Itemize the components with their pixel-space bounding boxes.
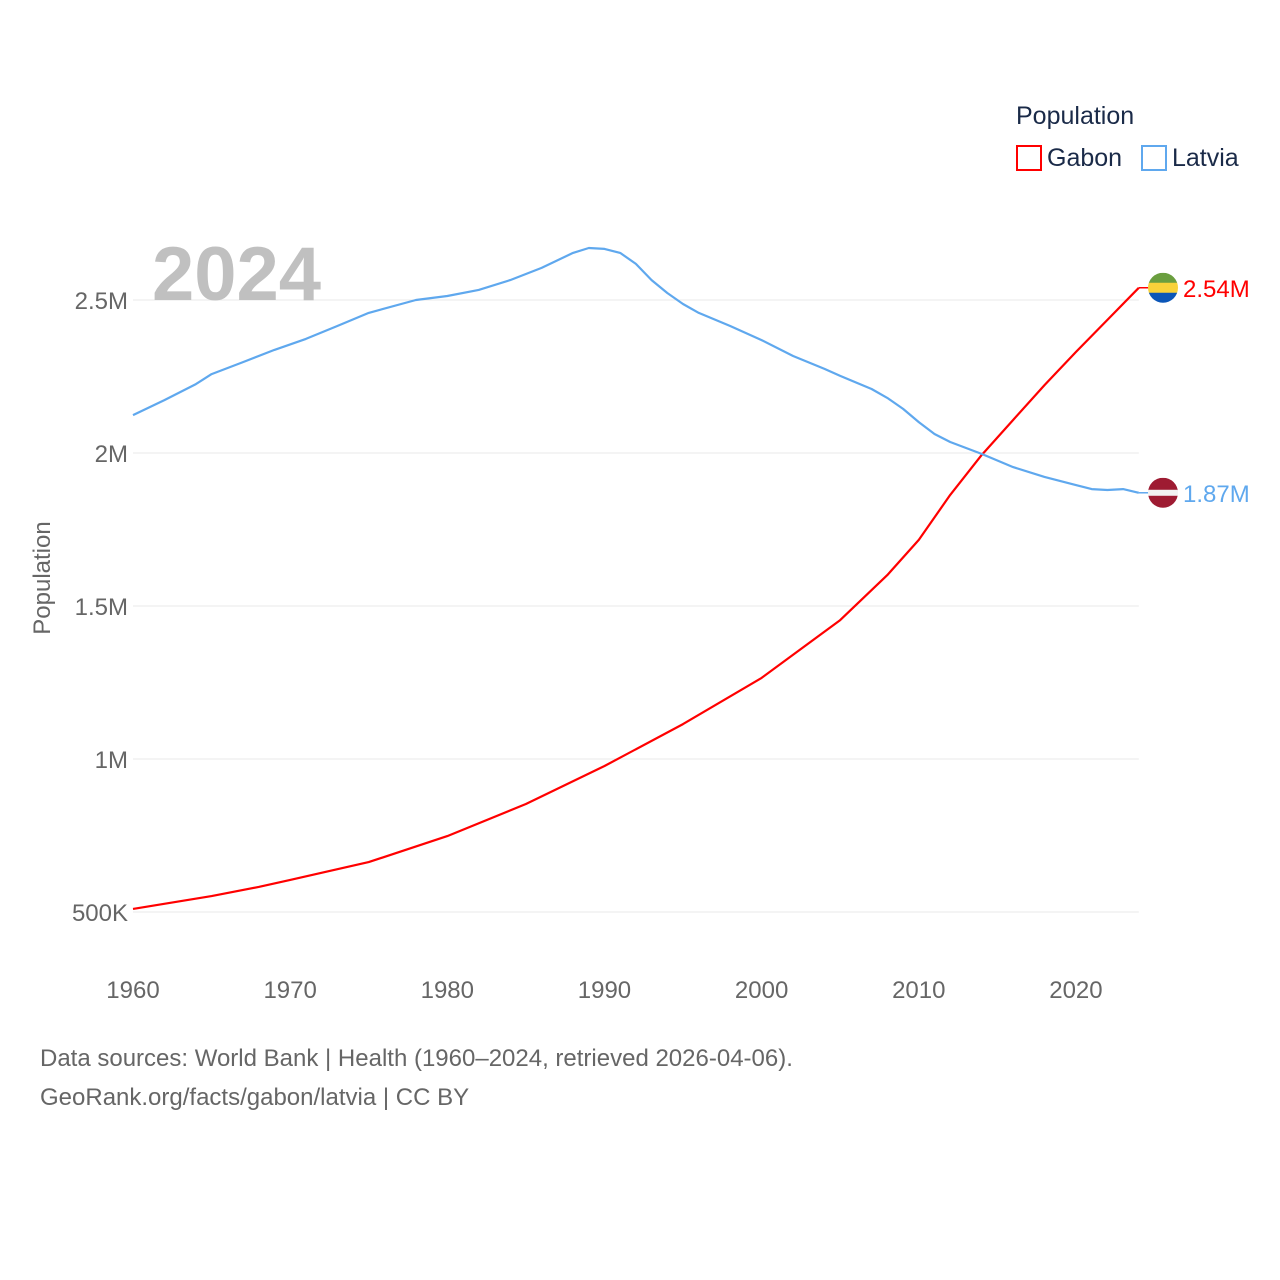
legend-swatch-latvia (1141, 145, 1167, 171)
y-tick-label: 2M (95, 441, 128, 468)
legend-label-gabon: Gabon (1047, 144, 1122, 172)
end-value-label-gabon: 2.54M (1183, 276, 1250, 303)
legend-swatch-gabon (1016, 145, 1042, 171)
y-tick-label: 500K (72, 900, 128, 927)
x-tick-label: 2020 (1049, 977, 1102, 1004)
y-tick-label: 1M (95, 747, 128, 774)
x-tick-label: 1960 (106, 977, 159, 1004)
latvia-flag-icon (1148, 477, 1178, 508)
legend-title: Population (1016, 102, 1134, 130)
y-tick-label: 1.5M (75, 594, 128, 621)
series-line-latvia[interactable] (132, 246, 1140, 494)
gabon-flag-icon (1148, 272, 1178, 303)
x-tick-label: 1980 (421, 977, 474, 1004)
legend-item-latvia[interactable]: Latvia (1141, 144, 1239, 172)
data-sources: Data sources: World Bank | Health (1960–… (40, 1045, 793, 1072)
x-tick-label: 2010 (892, 977, 945, 1004)
year-watermark: 2024 (152, 232, 321, 317)
credit-link[interactable]: GeoRank.org/facts/gabon/latvia | CC BY (40, 1084, 470, 1111)
y-axis-label: Population (29, 521, 56, 634)
y-tick-label: 2.5M (75, 288, 128, 315)
series-line-gabon[interactable] (132, 287, 1140, 910)
end-value-label-latvia: 1.87M (1183, 481, 1250, 508)
x-tick-label: 1990 (578, 977, 631, 1004)
x-tick-label: 2000 (735, 977, 788, 1004)
x-tick-label: 1970 (263, 977, 316, 1004)
legend-label-latvia: Latvia (1172, 144, 1239, 172)
legend-item-gabon[interactable]: Gabon (1016, 144, 1122, 172)
